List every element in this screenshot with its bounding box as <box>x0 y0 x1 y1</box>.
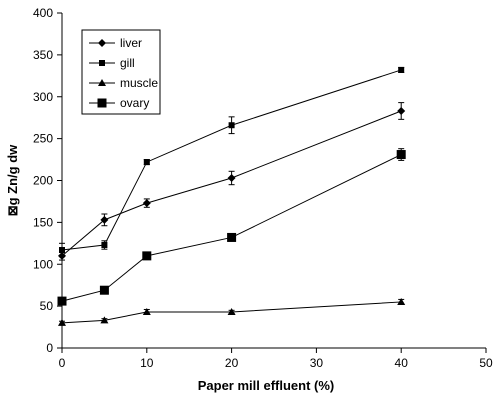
y-tick-label: 0 <box>46 341 53 355</box>
data-point-gill <box>143 159 150 166</box>
y-tick-label: 100 <box>33 257 53 271</box>
data-point-ovary <box>142 251 152 261</box>
axes: 0 50 100 150 200 250 300 350 400 0 10 20 30 40 50 <box>33 6 493 370</box>
legend-marker-muscle <box>98 79 106 86</box>
legend-label: liver <box>120 36 142 50</box>
legend-label: gill <box>120 56 135 70</box>
y-tick-label: 150 <box>33 215 53 229</box>
legend-box <box>81 29 161 115</box>
data-point-muscle <box>58 318 66 326</box>
legend-item-ovary: ovary <box>89 96 149 110</box>
data-point-ovary <box>57 296 67 306</box>
legend-marker-gill <box>99 60 105 66</box>
y-tick-label: 400 <box>33 6 53 20</box>
data-point-ovary <box>99 285 109 295</box>
x-tick-label: 0 <box>59 356 66 370</box>
data-point-gill <box>59 247 65 254</box>
legend-label: ovary <box>120 96 149 110</box>
x-axis-title: Paper mill effluent (%) <box>198 378 335 393</box>
x-tick-label: 40 <box>395 356 409 370</box>
legend-marker-liver <box>98 39 106 47</box>
y-tick-label: 250 <box>33 132 53 146</box>
data-point-muscle <box>397 297 406 305</box>
data-point-gill <box>398 66 405 73</box>
data-point-muscle <box>142 307 151 315</box>
data-point-liver <box>397 106 406 115</box>
x-tick-label: 10 <box>140 356 154 370</box>
x-ticks: 0 10 20 30 40 50 <box>59 348 493 370</box>
data-point-ovary <box>227 232 237 242</box>
x-tick-label: 30 <box>310 356 324 370</box>
legend-label: muscle <box>120 76 158 90</box>
legend-marker-ovary <box>97 98 107 108</box>
data-point-gill <box>228 122 235 129</box>
data-point-muscle <box>227 307 236 315</box>
y-axis-title: ⊠g Zn/g dw <box>5 144 20 216</box>
y-ticks: 0 50 100 150 200 250 300 350 400 <box>33 6 62 355</box>
legend-item-gill: gill <box>89 56 135 70</box>
data-point-ovary <box>396 150 406 160</box>
x-tick-label: 50 <box>479 356 493 370</box>
series-gill <box>59 66 405 258</box>
y-tick-label: 350 <box>33 48 53 62</box>
series-layer <box>57 66 406 326</box>
series-ovary <box>57 148 406 306</box>
data-point-liver <box>100 215 109 224</box>
y-tick-label: 200 <box>33 174 53 188</box>
series-muscle <box>58 297 406 326</box>
legend-item-muscle: muscle <box>89 76 158 90</box>
y-tick-label: 300 <box>33 90 53 104</box>
data-point-gill <box>101 241 108 248</box>
data-point-muscle <box>100 316 109 324</box>
legend: liver gill muscle ovary <box>81 29 161 115</box>
x-tick-label: 20 <box>225 356 239 370</box>
y-tick-label: 50 <box>40 299 54 313</box>
legend-item-liver: liver <box>89 36 142 50</box>
data-point-liver <box>142 199 151 208</box>
data-point-liver <box>227 173 236 182</box>
